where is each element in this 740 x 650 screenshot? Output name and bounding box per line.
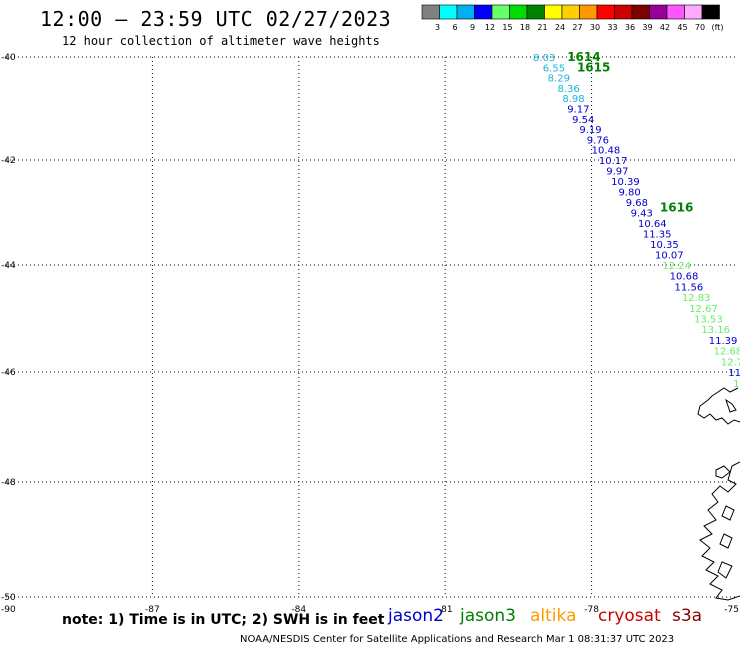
lat-tick-label: -42 xyxy=(1,156,16,166)
wave-height-label: 11.40 xyxy=(728,368,740,379)
legend-swatch xyxy=(509,4,528,20)
legend-label: 15 xyxy=(502,23,512,32)
legend-swatch xyxy=(631,4,650,20)
wave-height-label: 10.39 xyxy=(611,177,640,188)
legend-swatch xyxy=(684,4,703,20)
lat-tick-label: -48 xyxy=(1,478,16,488)
wave-height-label: 8.98 xyxy=(562,94,584,105)
legend-label: 3 xyxy=(435,23,440,32)
credit-line: NOAA/NESDIS Center for Satellite Applica… xyxy=(240,634,675,645)
lat-tick-label: -46 xyxy=(1,368,16,378)
wave-height-label: 12.24 xyxy=(662,261,691,272)
wave-height-observations: 8.036.558.298.368.989.179.549.199.7610.4… xyxy=(533,53,740,390)
wave-height-label: 9.97 xyxy=(606,167,628,178)
legend-swatch xyxy=(666,4,685,20)
wave-height-label: 12.79 xyxy=(721,357,740,368)
legend-swatch xyxy=(526,4,545,20)
legend-swatch xyxy=(579,4,598,20)
lon-tick-label: -81 xyxy=(438,605,453,615)
pass-time-label: 1616 xyxy=(660,200,693,214)
lat-tick-label: -40 xyxy=(1,53,16,63)
wave-height-label: 8.29 xyxy=(548,74,570,85)
sat-jason3-label: jason3 xyxy=(460,606,516,626)
pass-time-label: 1614 xyxy=(567,50,600,64)
legend-swatch xyxy=(491,4,510,20)
wave-height-label: 10.68 xyxy=(670,272,699,283)
wave-height-label: 10.07 xyxy=(655,251,684,262)
legend-label: 33 xyxy=(607,23,617,32)
footnote: note: 1) Time is in UTC; 2) SWH is in fe… xyxy=(62,612,385,628)
wave-height-label: 14.73 xyxy=(733,379,740,390)
wave-height-label: 11.39 xyxy=(709,336,738,347)
legend-swatch xyxy=(614,4,633,20)
legend-label: 21 xyxy=(537,23,547,32)
lon-tick-label: -90 xyxy=(1,605,16,615)
legend-label: 24 xyxy=(555,23,565,32)
wave-height-label: 10.64 xyxy=(638,219,667,230)
legend-swatch xyxy=(456,4,475,20)
wave-height-label: 12.83 xyxy=(682,293,711,304)
wave-height-label: 12.68 xyxy=(714,347,740,358)
legend-label: 12 xyxy=(485,23,495,32)
wave-height-label: 10.35 xyxy=(650,240,679,251)
sat-s3a-label: s3a xyxy=(672,606,703,626)
lon-tick-label: -87 xyxy=(145,605,160,615)
lat-tick-label: -44 xyxy=(1,261,16,271)
lat-lon-grid: -90 -87 -84 -81 -78 -75 -40 -42 -44 -46 -48 -50 xyxy=(1,53,739,615)
wave-height-label: 13.16 xyxy=(701,325,730,336)
lat-tick-label: -50 xyxy=(1,593,16,603)
legend-swatch xyxy=(701,4,720,20)
pass-time-label: 1615 xyxy=(577,60,610,74)
lon-tick-label: -78 xyxy=(584,605,599,615)
legend-label: 70 xyxy=(695,23,705,32)
page-subtitle: 12 hour collection of altimeter wave hei… xyxy=(62,34,380,48)
lon-tick-label: -84 xyxy=(291,605,306,615)
sat-altika-label: altika xyxy=(530,606,577,626)
legend-label: 27 xyxy=(572,23,582,32)
wave-height-label: 11.56 xyxy=(675,282,704,293)
coastline xyxy=(697,387,740,601)
legend-label: 9 xyxy=(470,23,475,32)
wave-height-label: 6.55 xyxy=(543,63,565,74)
legend-label: 42 xyxy=(660,23,670,32)
wave-height-label: 8.36 xyxy=(557,84,579,95)
sat-jason2-label: jason2 xyxy=(388,606,444,626)
legend-label: 45 xyxy=(677,23,687,32)
legend-swatch xyxy=(421,4,440,20)
wave-height-label: 9.68 xyxy=(626,198,648,209)
lon-tick-label: -75 xyxy=(724,605,739,615)
wave-height-label: 8.03 xyxy=(533,53,555,64)
legend-label: 18 xyxy=(520,23,530,32)
legend-swatch xyxy=(596,4,615,20)
wave-height-label: 10.17 xyxy=(599,156,628,167)
legend-swatch xyxy=(544,4,563,20)
legend-swatch xyxy=(649,4,668,20)
legend-unit: (ft) xyxy=(712,23,724,32)
wave-height-label: 9.76 xyxy=(587,135,609,146)
legend-swatch xyxy=(561,4,580,20)
legend-label: 39 xyxy=(642,23,652,32)
legend-label: 6 xyxy=(452,23,457,32)
legend-label: 30 xyxy=(590,23,600,32)
wave-height-label: 9.54 xyxy=(572,115,594,126)
wave-height-label: 11.35 xyxy=(643,230,672,241)
legend-label: 36 xyxy=(625,23,635,32)
legend-swatch xyxy=(474,4,493,20)
wave-height-label: 9.80 xyxy=(618,188,640,199)
wave-height-label: 13.53 xyxy=(694,315,723,326)
wave-height-label: 12.67 xyxy=(689,304,718,315)
wave-height-label: 9.17 xyxy=(567,105,589,116)
page-title: 12:00 – 23:59 UTC 02/27/2023 xyxy=(40,7,392,31)
wave-height-label: 10.48 xyxy=(592,146,621,157)
legend-swatch xyxy=(439,4,458,20)
wave-height-label: 9.43 xyxy=(631,209,653,220)
sat-cryosat-label: cryosat xyxy=(598,606,661,626)
wave-height-label: 9.19 xyxy=(579,125,601,136)
color-legend: 3 6 9 12 15 18 21 24 27 30 33 36 39 42 45 70 (ft) xyxy=(421,4,724,32)
